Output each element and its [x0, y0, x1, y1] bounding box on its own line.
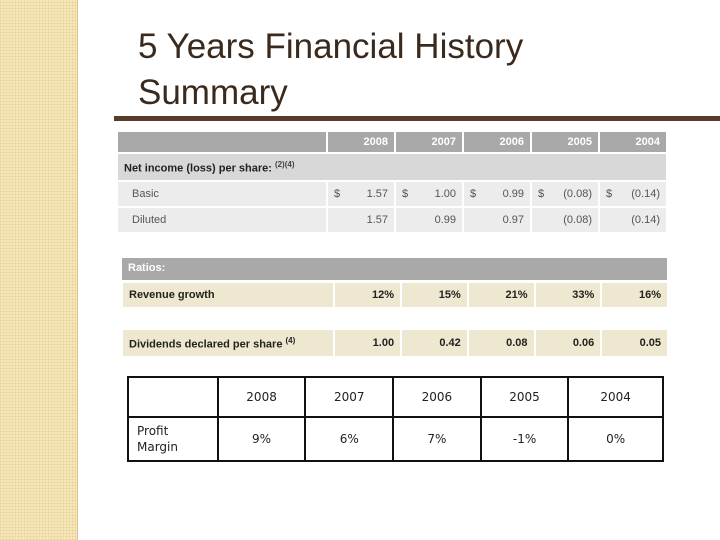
revenue-growth-table: Revenue growth 12% 15% 21% 33% 16%	[121, 281, 669, 309]
profit-margin-label: Profit Margin	[127, 416, 219, 462]
net-income-table: 2008 2007 2006 2005 2004 Net income (los…	[116, 130, 668, 234]
revenue-growth-label: Revenue growth	[123, 283, 334, 307]
year-header-cell: 2006	[392, 376, 482, 418]
table-row: Diluted 1.57 0.99 0.97 (0.08) (0.14)	[118, 208, 666, 232]
currency-symbol: $	[606, 188, 613, 200]
value-cell: 1.00	[335, 330, 401, 356]
year-header-cell: 2007	[396, 132, 462, 152]
ratios-header: Ratios:	[122, 258, 667, 280]
header-blank-cell	[118, 132, 326, 152]
value-cell: 21%	[468, 283, 534, 307]
table-row: Basic $1.57 $1.00 $0.99 $ (0.08) $ (0.14)	[118, 182, 666, 206]
value-cell: 0.06	[535, 330, 601, 356]
value-cell: 9%	[216, 416, 307, 462]
net-income-section-row: Net income (loss) per share: (2)(4)	[118, 154, 666, 180]
value-cell: $ (0.14)	[600, 182, 666, 206]
year-header-cell: 2005	[532, 132, 598, 152]
year-header-cell: 2008	[216, 376, 307, 418]
table-row: Profit Margin 9% 6% 7% -1% 0%	[127, 416, 664, 462]
side-decorative-strip	[0, 0, 78, 540]
year-header-cell: 2004	[567, 376, 664, 418]
dividends-label: Dividends declared per share	[129, 338, 283, 351]
value-cell: 6%	[304, 416, 395, 462]
dividends-table: Dividends declared per share (4) 1.00 0.4…	[121, 328, 669, 358]
basic-label: Basic	[118, 182, 326, 206]
currency-symbol: $	[402, 188, 409, 200]
currency-symbol: $	[538, 188, 545, 200]
value-cell: 7%	[392, 416, 482, 462]
year-header-cell: 2004	[600, 132, 666, 152]
value-cell: 0.97	[464, 208, 530, 232]
value-cell: 0%	[567, 416, 664, 462]
net-income-label: Net income (loss) per share:	[124, 162, 272, 175]
corner-cell	[127, 376, 219, 418]
slide-title-line2: Summary	[138, 73, 288, 112]
net-income-footnote: (2)(4)	[274, 159, 295, 169]
year-header-cell: 2007	[304, 376, 395, 418]
value-cell: (0.08)	[532, 208, 598, 232]
dividends-footnote: (4)	[285, 335, 296, 345]
table-row: Revenue growth 12% 15% 21% 33% 16%	[123, 283, 667, 307]
profit-margin-table: 2008 2007 2006 2005 2004 Profit Margin 9…	[127, 376, 664, 462]
year-header-row: 2008 2007 2006 2005 2004	[118, 132, 666, 152]
value-cell: 16%	[602, 283, 667, 307]
value-cell: $1.57	[328, 182, 394, 206]
currency-symbol: $	[470, 188, 477, 200]
year-header-cell: 2005	[479, 376, 570, 418]
diluted-label: Diluted	[118, 208, 326, 232]
slide-title-line1: 5 Years Financial History	[138, 27, 524, 66]
dividends-label-cell: Dividends declared per share (4)	[123, 330, 334, 356]
table-row: 2008 2007 2006 2005 2004	[127, 376, 664, 418]
value-cell: $1.00	[396, 182, 462, 206]
value-cell: 0.08	[468, 330, 534, 356]
value-cell: (0.14)	[600, 208, 666, 232]
currency-symbol: $	[334, 188, 341, 200]
value-cell: $0.99	[464, 182, 530, 206]
year-header-cell: 2008	[328, 132, 394, 152]
value-cell: 0.05	[602, 330, 667, 356]
value-cell: 12%	[335, 283, 401, 307]
value-cell: 0.42	[402, 330, 467, 356]
value-cell: 33%	[535, 283, 601, 307]
net-income-section-label: Net income (loss) per share: (2)(4)	[118, 154, 666, 180]
value-cell: $ (0.08)	[532, 182, 598, 206]
value-cell: -1%	[479, 416, 570, 462]
slide-title: 5 Years Financial History Summary	[138, 24, 698, 116]
value-cell: 15%	[402, 283, 467, 307]
title-underline	[114, 116, 720, 121]
value-cell: 0.99	[396, 208, 462, 232]
table-row: Dividends declared per share (4) 1.00 0.4…	[123, 330, 667, 356]
year-header-cell: 2006	[464, 132, 530, 152]
value-cell: 1.57	[328, 208, 394, 232]
